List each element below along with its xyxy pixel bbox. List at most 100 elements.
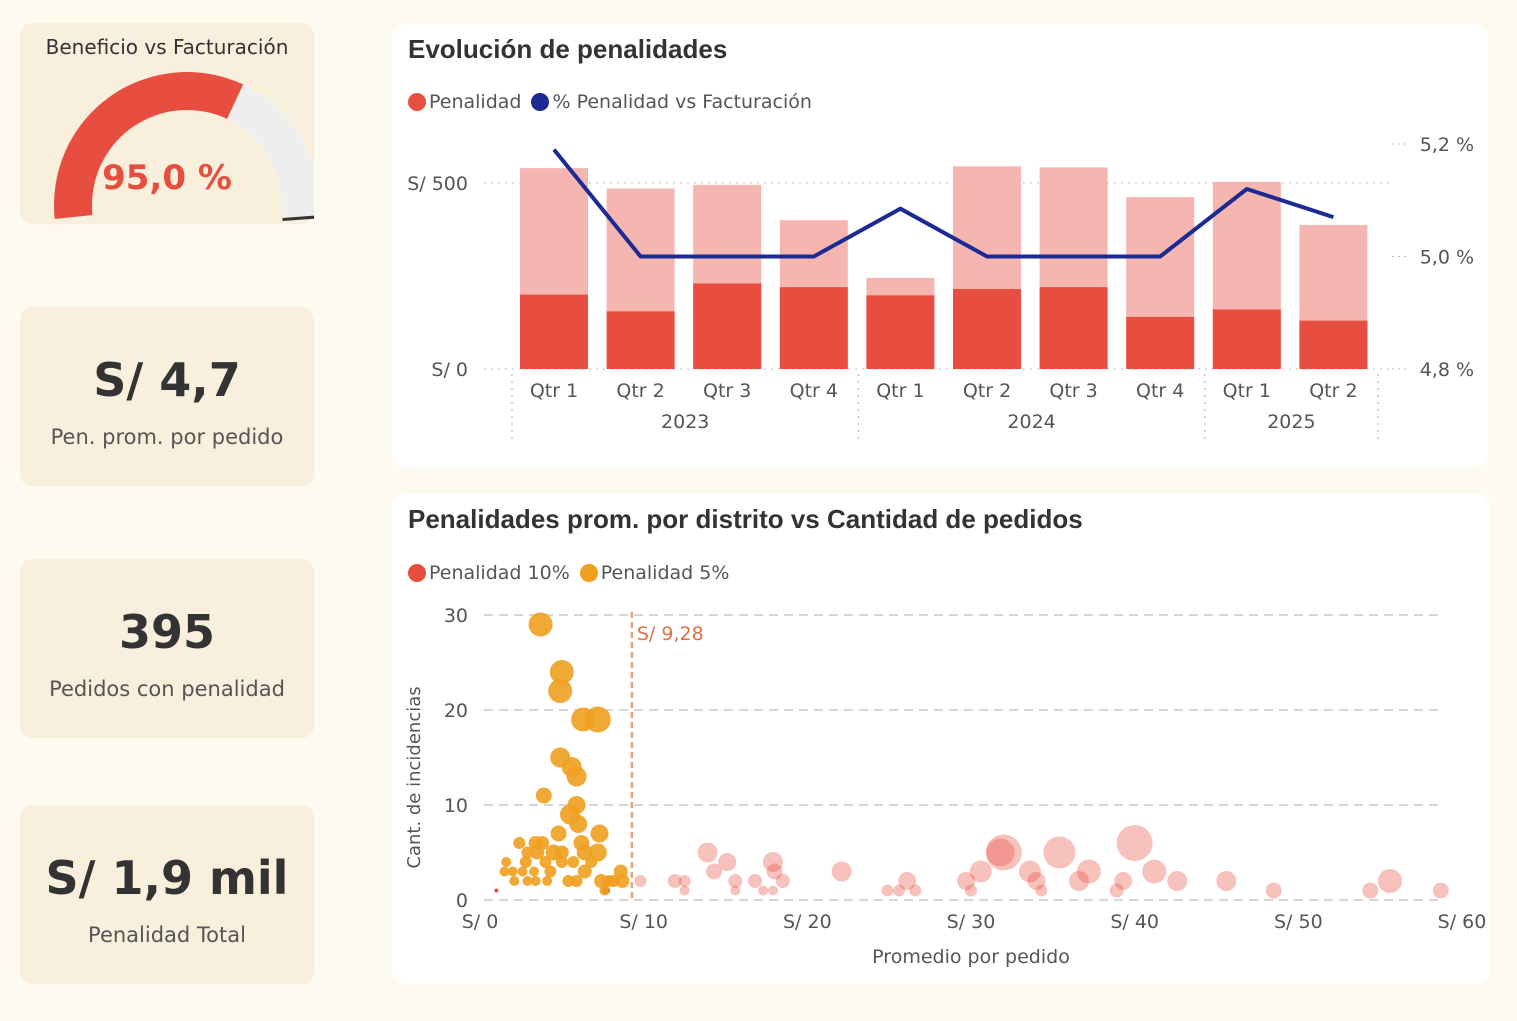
scatter-point-penalidad-5 [599,885,610,896]
x-tick-label: Qtr 4 [1136,380,1184,402]
scatter-point-penalidad-5 [548,679,573,703]
x-tick-label: S/ 20 [783,911,832,933]
scatter-legend: Penalidad 10% Penalidad 5% [408,562,735,584]
legend-dot-red [408,93,426,111]
scatter-point-penalidad-5 [569,815,588,833]
scatter-point-penalidad-10 [986,838,1015,867]
scatter-point-penalidad-10 [1114,872,1133,890]
bar-penalty [779,287,848,369]
bar-penalty [1039,287,1108,369]
total-penalty-value: S/ 1,9 mil [45,851,289,905]
scatter-point-penalidad-10 [667,874,682,888]
scatter-point-penalidad-10 [1265,882,1282,899]
percent-line [552,148,1335,259]
scatter-point-penalidad-5 [513,837,526,849]
scatter-point-penalidad-10 [634,875,647,887]
legend-item-penalidad-5[interactable]: Penalidad 5% [579,562,730,584]
scatter-point-penalidad-5 [542,876,553,886]
scatter-point-penalidad-5 [535,787,552,804]
scatter-point-penalidad-10 [892,884,905,897]
scatter-point-penalidad-10 [1216,871,1237,891]
x-tick-label: Qtr 2 [963,380,1011,402]
legend-label-penalidad-5: Penalidad 5% [600,562,730,584]
y-tick-label: 0 [456,890,468,912]
scatter-point-penalidad-10 [679,885,690,896]
scatter-point-penalidad-5 [529,866,540,877]
y2-tick-label: 5,2 % [1420,134,1474,156]
x-tick-label: S/ 30 [947,911,996,933]
scatter-point-penalidad-10 [1076,859,1101,884]
scatter-point-penalidad-5 [576,844,593,861]
scatter-point-penalidad-5 [585,856,598,868]
scatter-point-penalidad-5 [555,856,568,868]
scatter-point-penalidad-5 [507,866,518,877]
evolution-panel: Evolución de penalidades Penalidad % Pen… [392,24,1488,467]
legend-label-percent: % Penalidad vs Facturación [552,91,812,113]
x-tick-label: S/ 50 [1274,911,1323,933]
scatter-point-penalidad-5 [499,866,510,877]
scatter-point-penalidad-10 [758,885,769,896]
x-tick-label: Qtr 1 [1223,380,1271,402]
scatter-point-penalidad-5 [519,856,532,868]
scatter-point-penalidad-10 [957,872,976,890]
y-tick-label: 10 [444,795,468,817]
scatter-point-penalidad-10 [718,853,737,871]
scatter-chart-title: Penalidades prom. por distrito vs Cantid… [408,504,1083,534]
orders-card: 395 Pedidos con penalidad [20,559,314,738]
legend-item-percent[interactable]: % Penalidad vs Facturación [531,91,812,113]
x-tick-label: S/ 40 [1110,911,1159,933]
scatter-point-penalidad-10 [881,884,894,897]
legend-dot-navy [531,93,550,111]
bar-penalty [606,311,675,369]
gauge-target-marker [282,215,314,222]
x-tick-label: Qtr 3 [703,380,751,402]
bar-penalty [1212,309,1281,369]
evolution-chart-title: Evolución de penalidades [408,34,728,64]
x-axis-title: Promedio por pedido [872,946,1070,968]
legend-item-penalidad[interactable]: Penalidad [408,91,521,113]
total-penalty-card: S/ 1,9 mil Penalidad Total [20,805,314,984]
scatter-point-penalidad-10 [969,860,992,883]
gauge-value: 95,0 % [102,158,232,198]
scatter-point-penalidad-10 [747,874,762,888]
scatter-point-penalidad-5 [590,824,609,843]
bar-penalty [1299,320,1368,369]
orders-value: 395 [118,605,216,659]
x-group-label: 2023 [661,411,709,433]
x-tick-label: Qtr 2 [1309,380,1357,402]
scatter-point-penalidad-10 [766,863,783,880]
scatter-point-penalidad-10 [728,874,743,888]
scatter-point-penalidad-5 [567,856,580,868]
x-group-label: 2025 [1267,411,1315,433]
scatter-point-penalidad-10 [1432,882,1449,899]
gauge-chart [54,72,314,222]
gauge-fill [54,72,244,219]
x-tick-label: Qtr 1 [876,380,924,402]
scatter-point-penalidad-10 [767,885,778,896]
x-tick-label: Qtr 4 [790,380,838,402]
x-tick-label: Qtr 3 [1049,380,1097,402]
x-group-label: 2024 [1007,411,1055,433]
scatter-point-penalidad-5 [584,706,611,733]
scatter-point-penalidad-5 [577,864,592,879]
orders-label: Pedidos con penalidad [49,677,285,701]
scatter-point-penalidad-10 [697,842,718,863]
scatter-point-penalidad-10 [775,874,790,888]
scatter-point-penalidad-5 [566,766,587,787]
gauge-title: Beneficio vs Facturación [45,35,289,59]
y2-tick-label: 5,0 % [1420,247,1474,269]
legend-item-penalidad-10[interactable]: Penalidad 10% [408,562,570,584]
legend-dot-red [408,564,426,582]
avg-penalty-value: S/ 4,7 [93,353,241,407]
y-tick-label: S/ 0 [431,359,468,381]
scatter-point-penalidad-5 [530,876,541,886]
x-tick-label: Qtr 2 [616,380,664,402]
avg-penalty-label: Pen. prom. por pedido [50,425,284,449]
scatter-point-penalidad-5 [615,874,630,888]
scatter-point-penalidad-5 [603,875,616,887]
scatter-point-penalidad-5 [544,865,557,878]
total-penalty-label: Penalidad Total [88,923,246,947]
scatter-point-penalidad-10 [1027,872,1046,890]
legend-dot-orange [579,564,598,582]
avg-penalty-card: S/ 4,7 Pen. prom. por pedido [20,307,314,486]
